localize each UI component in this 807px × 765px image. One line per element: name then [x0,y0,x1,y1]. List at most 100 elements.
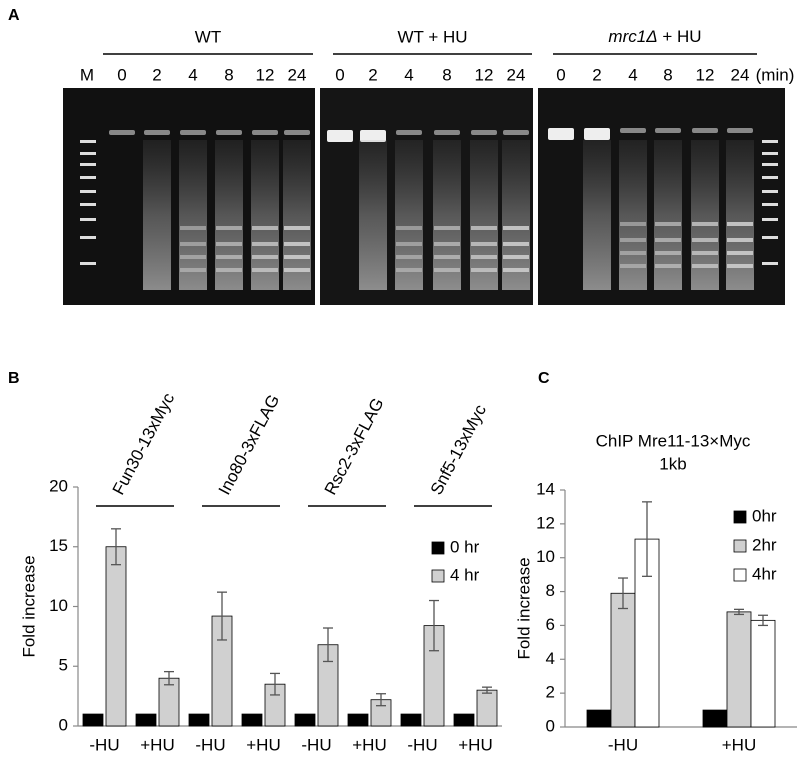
error-bar [618,577,628,610]
lane-label: 0 [117,65,126,84]
error-bar [642,501,652,577]
ladder-band [762,262,778,265]
bar [476,689,498,727]
bar [241,713,263,727]
band [252,268,278,272]
bar [586,709,612,728]
chart-subtitle: 1kb [659,454,686,473]
lane-label: 24 [731,65,750,84]
smear [470,140,498,290]
lane-label: 2 [368,65,377,84]
band [727,251,753,255]
lane-label: 4 [188,65,197,84]
y-tick-label: 0 [59,715,68,734]
y-tick-label: 5 [59,656,68,675]
x-tick-label: -HU [608,735,638,754]
ladder-band [762,176,778,179]
legend-label: 0 hr [450,537,480,556]
y-axis-label: Fold increase [514,557,533,659]
well-band [584,128,610,140]
band [471,255,497,259]
group-label: WT + HU [397,27,467,46]
legend-swatch [733,510,747,524]
band [503,226,529,230]
band [284,255,310,259]
band [727,222,753,226]
well-band [360,130,386,142]
ladder-band [762,190,778,193]
x-tick-label: -HU [195,735,225,754]
marker-label: M [80,65,94,84]
well-band [327,130,353,142]
well-band [396,130,422,135]
ladder-band [80,152,96,155]
x-tick-label: +HU [352,735,386,754]
band [180,242,206,246]
band [180,268,206,272]
x-tick-label: +HU [458,735,492,754]
smear [395,140,423,290]
well-band [620,128,646,133]
legend-label: 4hr [752,564,777,583]
band [692,238,718,242]
y-tick-label: 20 [49,476,68,495]
band [216,226,242,230]
band [692,222,718,226]
band [284,242,310,246]
bar [610,592,636,728]
lane-label: 4 [628,65,637,84]
lane-label: 2 [592,65,601,84]
ladder-band [80,262,96,265]
unit-label: (min) [756,65,795,84]
y-tick-label: 15 [49,536,68,555]
band [216,242,242,246]
well-band [180,130,206,135]
x-tick-label: -HU [301,735,331,754]
band [252,255,278,259]
ladder-band [80,218,96,221]
group-label: Snf5-13xMyc [427,401,491,498]
well-band [727,128,753,133]
lane-label: 0 [556,65,565,84]
lane-label: 0 [335,65,344,84]
lane-label: 4 [404,65,413,84]
ladder-band [80,176,96,179]
group-label: Fun30-13xMyc [109,389,179,498]
band [434,226,460,230]
band [727,238,753,242]
band [620,238,646,242]
error-bar [323,627,333,663]
error-bar [217,591,227,641]
band [503,242,529,246]
legend-swatch [431,569,445,583]
bar [400,713,422,727]
well-band [503,130,529,135]
lane-label: 8 [224,65,233,84]
y-tick-label: 14 [536,479,555,498]
error-bar [270,672,280,696]
band [655,264,681,268]
band [692,251,718,255]
band [620,251,646,255]
gel [320,88,533,305]
well-band [692,128,718,133]
bar [750,619,776,728]
ladder-band [80,140,96,143]
band [434,255,460,259]
band [396,242,422,246]
band [434,268,460,272]
lane-label: 12 [256,65,275,84]
band [252,226,278,230]
y-tick-label: 10 [49,596,68,615]
error-bar [376,693,386,707]
ladder-band [762,236,778,239]
smear [215,140,243,290]
panel-label: A [8,7,20,24]
smear [143,140,171,290]
band [284,268,310,272]
error-bar [758,614,768,627]
band [503,268,529,272]
band [252,242,278,246]
well-band [252,130,278,135]
ladder-band [80,190,96,193]
